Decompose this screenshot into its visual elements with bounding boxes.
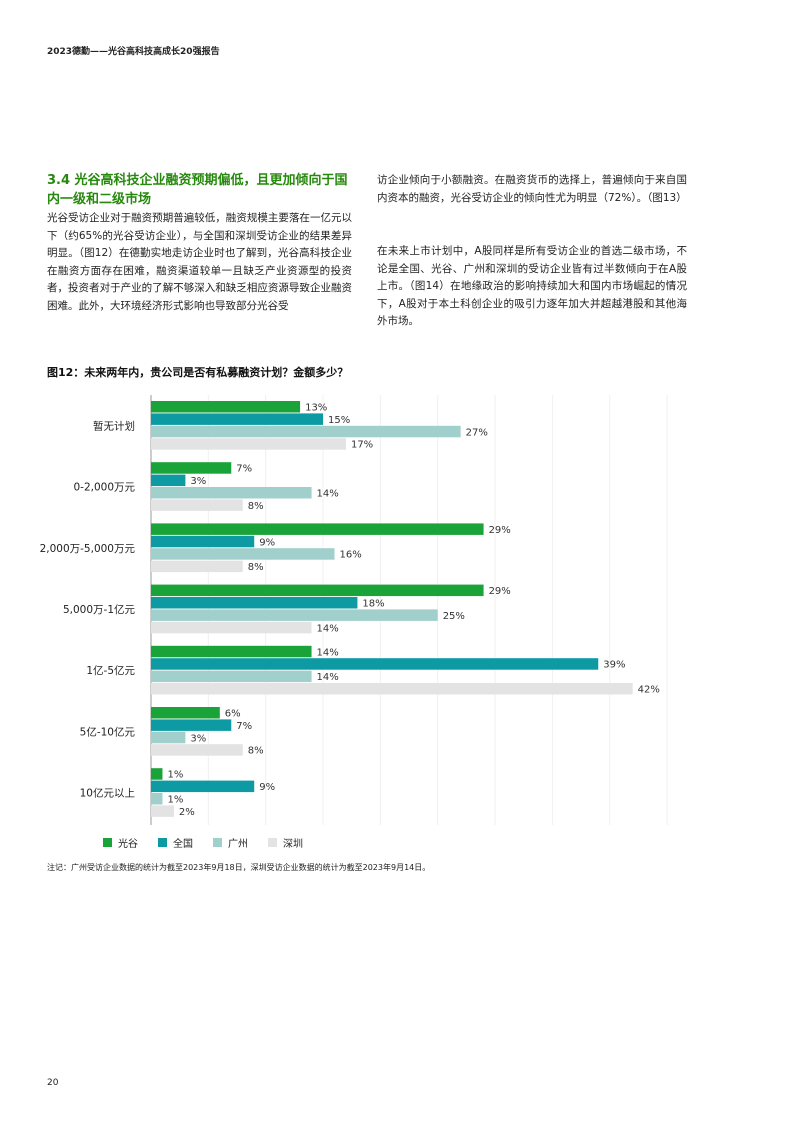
data-label: 27%: [466, 427, 488, 438]
bar: [151, 425, 461, 438]
data-label: 39%: [603, 660, 625, 671]
bar: [151, 462, 232, 474]
figure-note: 注记：广州受访企业数据的统计为截至2023年9月18日，深圳受访企业数据的统计为…: [47, 863, 431, 872]
data-label: 7%: [236, 721, 252, 732]
data-label: 6%: [225, 709, 241, 720]
bar: [151, 401, 301, 413]
category-label: 暂无计划: [93, 419, 135, 432]
running-header: 2023德勤——光谷高科技高成长20强报告: [47, 47, 220, 57]
data-label: 13%: [305, 403, 327, 414]
data-label: 16%: [339, 550, 361, 561]
bar: [151, 584, 484, 597]
bar: [151, 707, 220, 719]
data-label: 29%: [489, 525, 511, 536]
data-label: 18%: [362, 599, 384, 610]
bar: [151, 658, 599, 670]
bar: [151, 793, 163, 805]
data-label: 7%: [236, 464, 252, 475]
bar: [151, 474, 186, 487]
data-label: 9%: [259, 537, 275, 548]
legend-label: 全国: [173, 839, 193, 850]
legend-label: 光谷: [118, 839, 138, 850]
data-label: 14%: [317, 672, 339, 683]
category-label: 10亿元以上: [80, 787, 135, 800]
bar: [151, 719, 232, 731]
data-label: 1%: [167, 770, 183, 781]
legend-item-guangzhou: 广州: [213, 835, 248, 850]
legend-swatch: [268, 838, 277, 847]
data-label: 25%: [443, 611, 465, 622]
legend-item-guanggu: 光谷: [103, 835, 138, 850]
category-label: 5亿-10亿元: [80, 725, 136, 738]
data-label: 1%: [167, 795, 183, 806]
data-label: 14%: [317, 489, 339, 500]
figure-title: 图12：未来两年内，贵公司是否有私募融资计划？金额多少？: [47, 366, 349, 379]
bar: [151, 597, 358, 609]
legend-label: 广州: [228, 839, 248, 850]
bar: [151, 621, 312, 634]
bar: [151, 499, 243, 511]
legend-swatch: [158, 838, 167, 847]
category-label: 1亿-5亿元: [86, 664, 135, 677]
legend-swatch: [103, 838, 112, 847]
right-paragraph-1: 访企业倾向于小额融资。在融资货币的选择上，普遍倾向于来自国内资本的融资，光谷受访…: [377, 174, 687, 204]
chart-legend: 光谷 全国 广州 深圳: [103, 835, 303, 850]
section-title: 3.4 光谷高科技企业融资预期偏低，且更加倾向于国内一级和二级市场: [47, 173, 348, 207]
data-label: 8%: [248, 501, 264, 512]
bar: [151, 438, 346, 450]
right-paragraph-2: 在未来上市计划中，A股同样是所有受访企业的首选二级市场，不论是全国、光谷、广州和…: [377, 245, 687, 327]
data-label: 8%: [248, 746, 264, 757]
page-number: 20: [47, 1078, 59, 1088]
category-label: 5,000万-1亿元: [63, 603, 136, 616]
bar: [151, 645, 312, 658]
data-label: 42%: [638, 685, 660, 696]
left-paragraph: 光谷受访企业对于融资预期普遍较低，融资规模主要落在一亿元以下（约65%的光谷受访…: [47, 212, 352, 312]
legend-swatch: [213, 838, 222, 847]
legend-label: 深圳: [283, 839, 303, 850]
bar: [151, 560, 243, 573]
bar: [151, 548, 335, 560]
bar: [151, 670, 312, 683]
data-label: 3%: [190, 476, 206, 487]
data-label: 17%: [351, 440, 373, 451]
bar: [151, 780, 255, 793]
bar: [151, 609, 438, 621]
category-label: 0-2,000万元: [73, 482, 135, 494]
data-label: 3%: [190, 733, 206, 744]
data-label: 15%: [328, 415, 350, 426]
bar: [151, 413, 324, 425]
data-label: 9%: [259, 782, 275, 793]
bar: [151, 768, 163, 780]
bar: [151, 744, 243, 756]
legend-item-national: 全国: [158, 835, 193, 850]
bar: [151, 487, 312, 499]
data-label: 14%: [317, 647, 339, 658]
bar: [151, 731, 186, 744]
bar-chart: 暂无计划 13%15% 27% 17% 0-2,000万元 7% 3% 14% 8% 2,000万…: [40, 395, 668, 825]
legend-item-shenzhen: 深圳: [268, 835, 303, 850]
data-label: 2%: [179, 807, 195, 818]
data-label: 14%: [317, 623, 339, 634]
bar: [151, 805, 174, 817]
data-label: 8%: [248, 562, 264, 573]
category-label: 2,000万-5,000万元: [40, 543, 136, 555]
data-label: 29%: [489, 586, 511, 597]
bar: [151, 523, 484, 535]
bar: [151, 535, 255, 548]
bar: [151, 683, 633, 695]
